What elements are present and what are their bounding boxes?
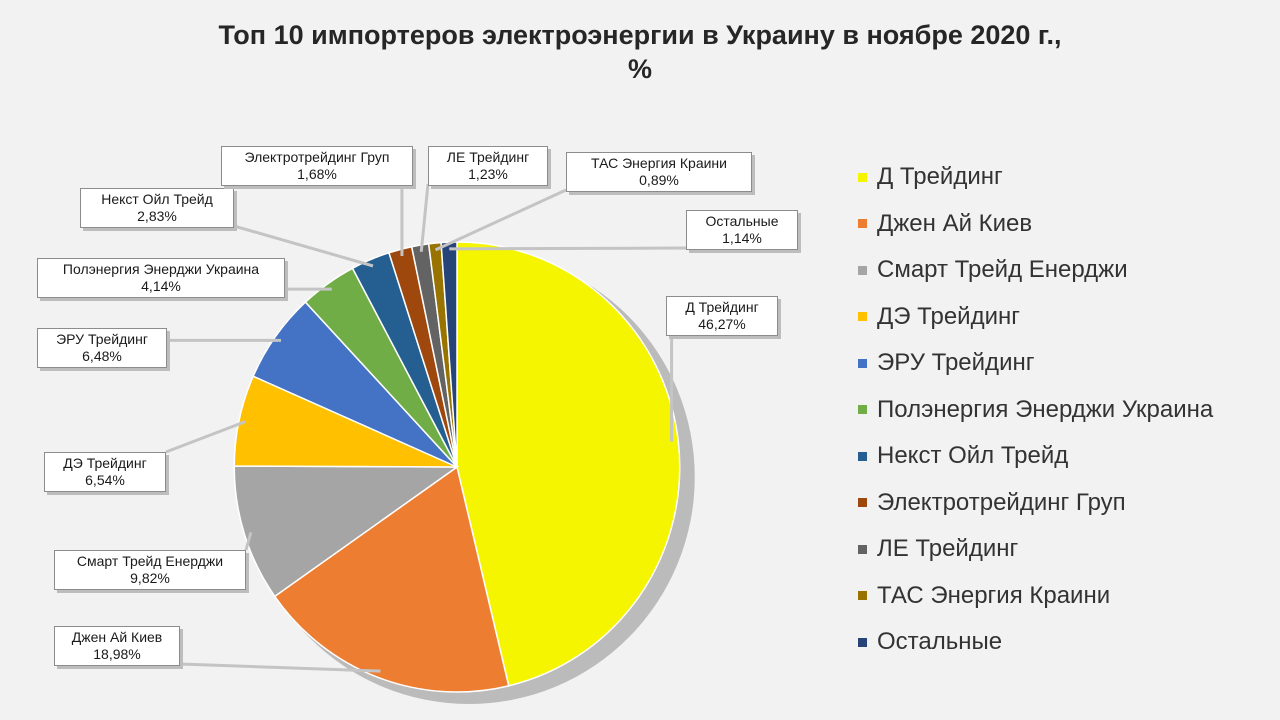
legend-label: Некст Ойл Трейд xyxy=(877,442,1069,470)
legend-item: Электротрейдинг Груп xyxy=(858,480,1213,527)
legend-item: Джен Ай Киев xyxy=(858,201,1213,248)
data-label-value: 4,14% xyxy=(141,278,181,294)
data-label: ЭРУ Трейдинг 6,48% xyxy=(37,328,167,368)
data-label: ТАС Энергия Краини 0,89% xyxy=(566,152,752,192)
legend: Д Трейдинг Джен Ай Киев Смарт Трейд Енердж… xyxy=(858,154,1213,666)
leader-line xyxy=(434,188,567,252)
data-label-name: Полэнергия Энерджи Украина xyxy=(62,261,260,277)
data-label-name: ДЭ Трейдинг xyxy=(63,455,147,471)
leader-line xyxy=(165,420,247,454)
data-label-value: 18,98% xyxy=(93,646,141,662)
data-label: Джен Ай Киев 18,98% xyxy=(54,626,180,666)
legend-item: ТАС Энергия Краини xyxy=(858,573,1213,620)
legend-label: Полэнергия Энерджи Украина xyxy=(877,395,1214,423)
data-label-name: ЭРУ Трейдинг xyxy=(56,331,148,347)
pie-slice xyxy=(273,465,510,693)
data-label: Смарт Трейд Енерджи 9,82% xyxy=(54,550,246,590)
legend-item: Смарт Трейд Енерджи xyxy=(858,247,1213,294)
legend-swatch xyxy=(858,591,867,601)
data-label-name: Некст Ойл Трейд xyxy=(101,191,213,207)
chart-title: Топ 10 импортеров электроэнергии в Украи… xyxy=(218,20,1062,84)
data-label-name: Электротрейдинг Груп xyxy=(244,149,390,165)
data-label: Электротрейдинг Груп 1,68% xyxy=(221,146,413,186)
data-label-name: Смарт Трейд Енерджи xyxy=(76,553,224,569)
legend-swatch xyxy=(858,498,867,508)
data-label: ДЭ Трейдинг 6,54% xyxy=(44,452,166,492)
pie-slice xyxy=(233,465,460,598)
legend-label: ТАС Энергия Краини xyxy=(877,581,1111,609)
data-label: Некст Ойл Трейд 2,83% xyxy=(80,188,234,228)
data-label-value: 2,83% xyxy=(137,208,177,224)
legend-label: Джен Ай Киев xyxy=(877,209,1033,237)
legend-label: Д Трейдинг xyxy=(877,163,1003,191)
leader-line xyxy=(233,224,374,268)
legend-item: Д Трейдинг xyxy=(858,154,1213,201)
data-label-value: 1,14% xyxy=(722,230,762,246)
legend-label: Смарт Трейд Енерджи xyxy=(877,256,1128,284)
data-label-value: 9,82% xyxy=(130,570,170,586)
legend-label: ДЭ Трейдинг xyxy=(877,302,1021,330)
legend-label: Электротрейдинг Груп xyxy=(877,488,1126,516)
pie-slice xyxy=(456,241,681,687)
leader-line xyxy=(244,531,253,551)
legend-item: Некст Ойл Трейд xyxy=(858,433,1213,480)
leader-line xyxy=(449,246,687,251)
legend-item: ЛЕ Трейдинг xyxy=(858,526,1213,573)
data-label-value: 1,68% xyxy=(297,166,337,182)
leader-line xyxy=(419,183,430,252)
data-label-name: Джен Ай Киев xyxy=(71,629,163,645)
leader-line xyxy=(179,662,381,673)
data-label: Остальные 1,14% xyxy=(686,210,798,250)
data-label-value: 0,89% xyxy=(639,172,679,188)
legend-item: ДЭ Трейдинг xyxy=(858,294,1213,341)
legend-swatch xyxy=(858,312,867,322)
data-label: Полэнергия Энерджи Украина 4,14% xyxy=(37,258,285,298)
data-label-value: 6,48% xyxy=(82,348,122,364)
legend-swatch xyxy=(858,265,867,275)
legend-label: ЛЕ Трейдинг xyxy=(877,535,1019,563)
data-label: Д Трейдинг 46,27% xyxy=(666,296,778,336)
legend-swatch xyxy=(858,172,867,182)
data-label-name: ЛЕ Трейдинг xyxy=(446,149,530,165)
legend-swatch xyxy=(858,544,867,554)
data-label-name: ТАС Энергия Краини xyxy=(591,155,727,171)
legend-label: Остальные xyxy=(877,628,1003,656)
legend-swatch xyxy=(858,637,867,647)
legend-label: ЭРУ Трейдинг xyxy=(877,349,1035,377)
legend-swatch xyxy=(858,358,867,368)
data-label-name: Остальные xyxy=(705,213,779,229)
data-label: ЛЕ Трейдинг 1,23% xyxy=(428,146,548,186)
legend-item: Полэнергия Энерджи Украина xyxy=(858,387,1213,434)
data-label-value: 46,27% xyxy=(698,316,746,332)
data-label-value: 1,23% xyxy=(468,166,508,182)
legend-item: Остальные xyxy=(858,619,1213,666)
legend-swatch xyxy=(858,451,867,461)
legend-swatch xyxy=(858,405,867,415)
data-label-name: Д Трейдинг xyxy=(685,299,759,315)
legend-swatch xyxy=(858,219,867,229)
legend-item: ЭРУ Трейдинг xyxy=(858,340,1213,387)
data-label-value: 6,54% xyxy=(85,472,125,488)
